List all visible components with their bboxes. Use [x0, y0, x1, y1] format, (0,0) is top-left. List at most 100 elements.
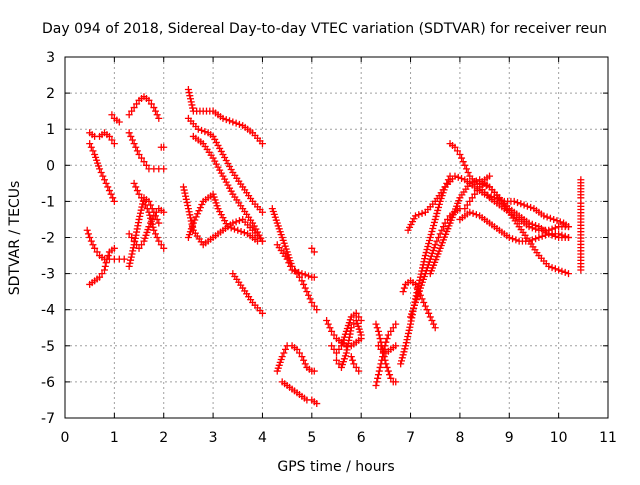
data-point [486, 172, 494, 180]
data-point [125, 230, 133, 238]
data-point [180, 186, 188, 194]
data-point [418, 209, 426, 217]
data-point [535, 234, 543, 241]
data-point [224, 181, 232, 189]
data-point [426, 313, 434, 321]
x-tick-label: 5 [307, 430, 316, 446]
data-point [184, 85, 192, 93]
data-point [87, 143, 95, 151]
data-point [458, 175, 466, 183]
data-point [188, 101, 196, 109]
data-point [555, 230, 563, 238]
data-point [482, 182, 490, 190]
data-point [425, 309, 433, 317]
data-point [300, 356, 308, 364]
data-point [458, 154, 466, 162]
data-point [423, 246, 431, 254]
data-point [431, 215, 439, 223]
data-point [133, 147, 141, 155]
data-point [135, 215, 143, 223]
data-point [411, 280, 419, 288]
data-point [430, 320, 438, 328]
data-point [192, 213, 200, 221]
data-point [313, 306, 321, 314]
data-point [555, 266, 563, 274]
data-point [227, 187, 235, 195]
data-point [234, 226, 242, 234]
data-point [298, 277, 306, 285]
data-point [298, 270, 306, 278]
data-point [209, 154, 217, 162]
data-point [217, 211, 225, 219]
data-point [374, 327, 382, 335]
data-point [214, 205, 222, 213]
data-point [422, 249, 430, 257]
data-point [102, 259, 110, 267]
data-point [145, 96, 153, 104]
series-pass-v [308, 244, 318, 256]
data-point [99, 172, 107, 180]
data-point [155, 114, 163, 122]
data-point [222, 156, 230, 164]
data-point [219, 172, 227, 180]
data-point [196, 204, 204, 212]
data-point [153, 111, 161, 119]
data-point [386, 371, 394, 379]
data-point [456, 150, 464, 158]
data-point [86, 234, 94, 241]
data-point [230, 225, 238, 233]
data-point [429, 224, 437, 232]
data-point [222, 220, 230, 228]
data-point [138, 154, 146, 162]
y-axis-label: SDTVAR / TECUs [7, 181, 23, 296]
x-tick-label: 10 [550, 430, 568, 446]
data-point [528, 236, 536, 244]
data-point [237, 227, 245, 235]
data-point [532, 225, 540, 233]
data-point [229, 219, 237, 227]
data-point [471, 190, 479, 198]
data-point [89, 241, 97, 249]
series-pass-z [347, 353, 363, 375]
data-point [333, 356, 340, 364]
data-point [355, 367, 363, 375]
data-point [439, 223, 447, 231]
y-tick-label: -5 [41, 339, 55, 355]
data-point [232, 119, 240, 127]
data-point [430, 221, 438, 229]
data-point [310, 302, 318, 310]
data-point [133, 100, 141, 108]
data-point [160, 208, 168, 216]
data-point [148, 220, 156, 228]
data-point [375, 367, 383, 375]
data-point [479, 181, 487, 189]
data-point [128, 136, 136, 144]
data-point [383, 363, 391, 371]
data-point [399, 351, 407, 359]
data-point [211, 135, 219, 143]
data-point [425, 240, 433, 248]
data-point [357, 331, 365, 339]
data-point [181, 189, 189, 197]
data-point [528, 224, 536, 232]
series-pass-w [323, 317, 365, 350]
data-point [374, 342, 382, 350]
data-point [281, 345, 289, 353]
data-point [464, 169, 472, 177]
data-point [285, 259, 293, 267]
data-point [392, 320, 400, 328]
data-point [235, 120, 243, 128]
data-point [91, 244, 99, 252]
data-point [150, 104, 158, 112]
data-point [258, 140, 266, 148]
data-point [404, 329, 412, 337]
data-point [541, 231, 549, 239]
data-point [155, 237, 163, 245]
series-pass-l [184, 85, 266, 148]
data-point [250, 222, 258, 230]
series-pass-m [184, 114, 266, 216]
data-point [249, 219, 257, 227]
data-point [125, 111, 133, 119]
data-point [527, 203, 535, 211]
data-point [384, 367, 392, 375]
